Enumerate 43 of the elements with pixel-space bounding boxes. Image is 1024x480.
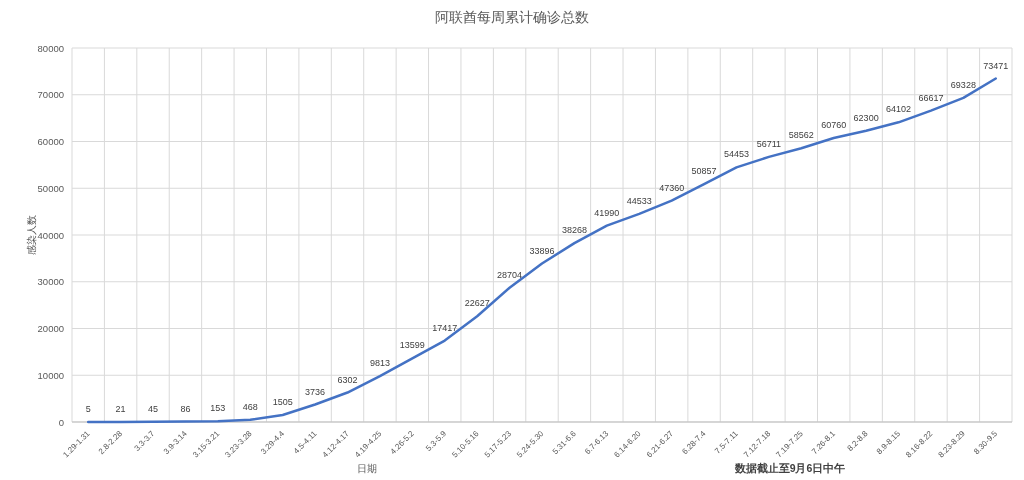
- data-label: 69328: [950, 79, 976, 90]
- data-label: 47360: [659, 182, 685, 193]
- y-tick-label: 80000: [37, 42, 64, 54]
- data-label: 13599: [399, 340, 425, 351]
- y-tick-label: 60000: [37, 136, 64, 147]
- data-label: 468: [242, 401, 258, 412]
- data-label: 64102: [886, 104, 912, 115]
- x-axis-title: 日期: [357, 463, 377, 474]
- y-tick-label: 50000: [37, 182, 64, 194]
- data-label: 58562: [788, 130, 814, 141]
- data-label: 66617: [918, 92, 944, 103]
- data-label: 45: [148, 403, 159, 414]
- data-label: 73471: [983, 60, 1009, 71]
- data-label: 21: [115, 403, 126, 414]
- data-label: 9813: [369, 358, 390, 369]
- y-tick-label: 20000: [37, 323, 64, 334]
- data-label: 3736: [305, 386, 326, 397]
- data-label: 41990: [594, 207, 620, 218]
- data-label: 28704: [497, 269, 523, 280]
- data-label: 62300: [853, 112, 879, 123]
- data-label: 153: [210, 403, 226, 414]
- data-label: 5: [85, 403, 91, 414]
- data-label: 1505: [272, 396, 293, 407]
- data-label: 54453: [723, 149, 749, 160]
- y-tick-label: 40000: [37, 229, 64, 241]
- y-tick-label: 0: [58, 416, 64, 428]
- data-label: 38268: [561, 225, 587, 236]
- data-label: 17417: [432, 322, 458, 333]
- data-label: 22627: [464, 298, 490, 309]
- data-label: 86: [180, 403, 191, 414]
- chart-title: 阿联酋每周累计确诊总数: [435, 9, 589, 25]
- data-label: 6302: [337, 374, 358, 385]
- data-label: 50857: [691, 166, 717, 177]
- data-label: 60760: [821, 119, 847, 130]
- y-tick-label: 30000: [37, 276, 64, 288]
- data-label: 56711: [756, 138, 782, 149]
- data-label: 33896: [529, 245, 555, 256]
- y-tick-label: 70000: [37, 89, 64, 101]
- line-series: [86, 77, 998, 424]
- text: 数据截止至9月6日中午: [733, 462, 846, 474]
- y-axis-title: 感染人数: [26, 215, 37, 255]
- data-label: 44533: [626, 195, 652, 206]
- y-tick-label: 10000: [37, 369, 64, 381]
